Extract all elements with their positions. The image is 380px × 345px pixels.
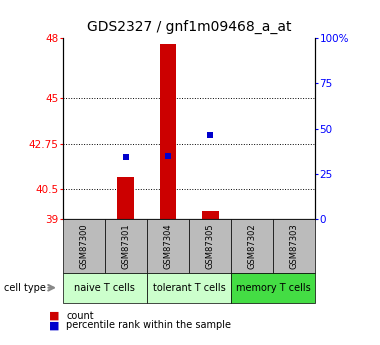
Text: GSM87303: GSM87303 (290, 223, 299, 269)
Bar (117, 177, 134, 219)
Text: cell type: cell type (4, 283, 46, 293)
Text: tolerant T cells: tolerant T cells (153, 283, 225, 293)
Title: GDS2327 / gnf1m09468_a_at: GDS2327 / gnf1m09468_a_at (87, 20, 291, 34)
Text: GSM87305: GSM87305 (206, 223, 215, 269)
Text: GSM87302: GSM87302 (248, 223, 257, 269)
Text: ■: ■ (49, 321, 60, 330)
Text: naive T cells: naive T cells (74, 283, 135, 293)
Text: GSM87301: GSM87301 (121, 223, 130, 269)
Text: GSM87300: GSM87300 (79, 223, 88, 269)
Text: GSM87304: GSM87304 (163, 223, 173, 269)
Text: ■: ■ (49, 311, 60, 321)
Bar (202, 211, 218, 219)
Text: memory T cells: memory T cells (236, 283, 311, 293)
Text: count: count (66, 311, 94, 321)
Text: percentile rank within the sample: percentile rank within the sample (66, 321, 231, 330)
Bar (160, 44, 176, 219)
